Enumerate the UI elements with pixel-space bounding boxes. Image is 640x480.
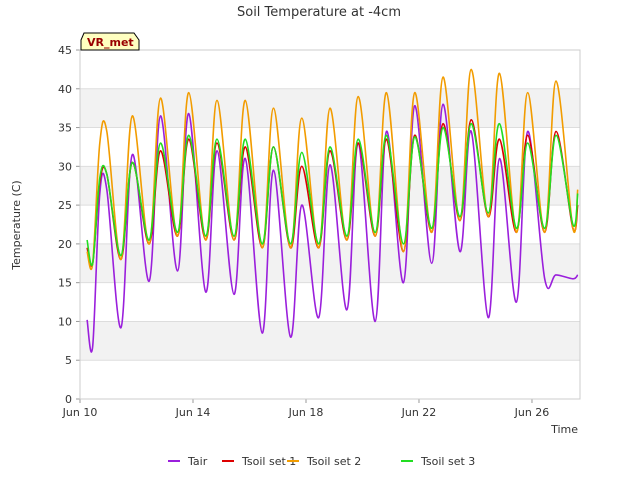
plot-band [80, 243, 580, 283]
series-line-tsoil-set-2 [86, 68, 579, 271]
x-tick-label: Jun 18 [288, 406, 324, 419]
legend-label-tsoil-set-2: Tsoil set 2 [306, 455, 361, 468]
y-tick-label: 25 [58, 199, 72, 212]
chart-title: Soil Temperature at -4cm [237, 5, 401, 20]
y-tick-label: 5 [65, 354, 72, 367]
x-tick-label: Jun 22 [401, 406, 437, 419]
plot-band [80, 205, 580, 244]
series-lines [86, 68, 579, 353]
y-tick-label: 20 [58, 238, 72, 251]
plot-band [80, 282, 580, 322]
plot-background [80, 50, 580, 399]
station-badge-label: VR_met [87, 36, 134, 49]
x-axis-label: Time [550, 423, 578, 436]
x-tick-label: Jun 26 [514, 406, 550, 419]
legend-label-tair: Tair [187, 455, 208, 468]
x-axis-ticks: Jun 10 Jun 14 Jun 18 Jun 22 Jun 26 [62, 399, 550, 419]
x-tick-label: Jun 14 [175, 406, 211, 419]
y-tick-label: 15 [58, 277, 72, 290]
y-axis-label: Temperature (C) [10, 180, 23, 270]
station-badge-box [80, 32, 140, 51]
station-badge: VR_met [80, 32, 140, 51]
plot-frame [79, 49, 581, 400]
y-tick-label: 35 [58, 122, 72, 135]
legend-label-tsoil-set-1: Tsoil set 1 [241, 455, 296, 468]
y-tick-label: 40 [58, 83, 72, 96]
y-axis-ticks: 0 5 10 15 20 25 30 35 40 45 [58, 44, 80, 406]
plot-band [80, 360, 580, 399]
y-tick-label: 45 [58, 44, 72, 57]
y-tick-label: 0 [65, 393, 72, 406]
x-tick-label: Jun 10 [62, 406, 98, 419]
legend-label-tsoil-set-3: Tsoil set 3 [420, 455, 475, 468]
plot-band [80, 321, 580, 361]
plot-band [80, 50, 580, 89]
y-tick-label: 30 [58, 160, 72, 173]
y-tick-label: 10 [58, 315, 72, 328]
legend: Tair Tsoil set 1 Tsoil set 2 Tsoil set 3 [168, 455, 475, 468]
series-line-tsoil-set-3 [86, 122, 579, 267]
